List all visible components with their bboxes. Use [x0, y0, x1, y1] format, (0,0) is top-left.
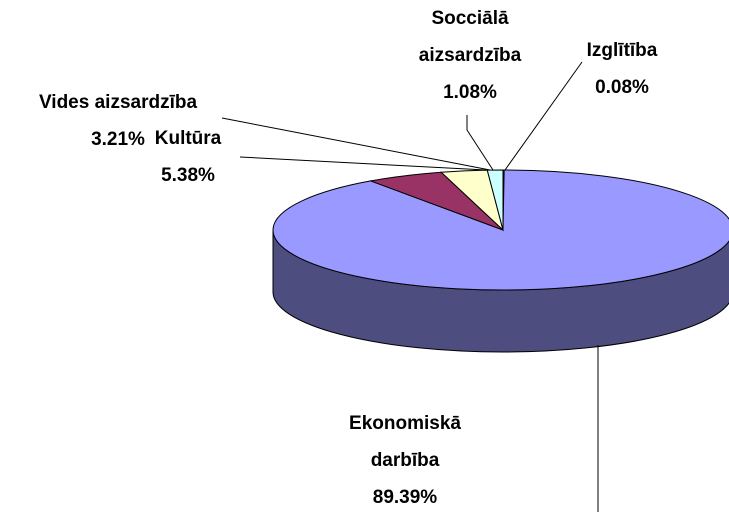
- category-label: Ekonomiskā darbība: [349, 413, 461, 471]
- pie-slice: [272, 169, 729, 291]
- slice-label: Vides aizsardzība 3.21%: [0, 84, 238, 158]
- pie-slice: [486, 169, 504, 231]
- value-label: 5.38%: [161, 165, 215, 186]
- category-label: Vides aizsardzība: [38, 92, 198, 113]
- category-label: Kultūra: [154, 128, 222, 149]
- value-label: 1.08%: [443, 82, 497, 103]
- slice-label: Ekonomiskā darbība 89.39%: [315, 405, 495, 516]
- leader-line: [466, 115, 494, 171]
- value-label: 89.39%: [372, 487, 438, 508]
- category-label: Socciālā aizsardzība: [418, 8, 522, 66]
- value-label: 3.21%: [91, 129, 145, 150]
- slice-label: Izglītība 0.08%: [562, 32, 682, 106]
- leader-line: [221, 117, 491, 171]
- leader-line: [239, 156, 487, 171]
- value-label: 0.08%: [595, 77, 649, 98]
- category-label: Izglītība: [586, 40, 658, 61]
- leader-line: [504, 61, 583, 171]
- slice-label: Socciālā aizsardzība 1.08%: [390, 0, 550, 111]
- slice-label: Kultūra 5.38%: [143, 120, 233, 194]
